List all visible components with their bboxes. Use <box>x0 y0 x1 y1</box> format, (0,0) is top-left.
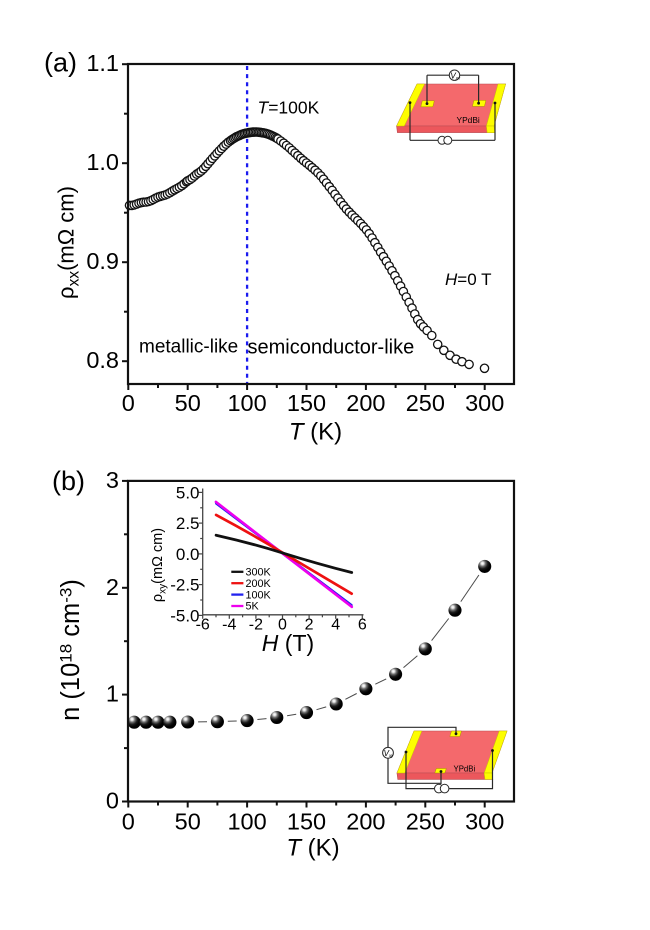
svg-text:1.0: 1.0 <box>86 149 119 175</box>
svg-text:250: 250 <box>406 390 445 416</box>
svg-text:300: 300 <box>465 808 504 834</box>
svg-text:metallic-like: metallic-like <box>139 337 238 358</box>
svg-text:50: 50 <box>175 808 201 834</box>
svg-text:6: 6 <box>358 617 367 634</box>
svg-text:0: 0 <box>278 617 287 634</box>
svg-text:-2.5: -2.5 <box>170 576 199 595</box>
svg-text:300: 300 <box>465 390 504 416</box>
svg-text:-6: -6 <box>196 617 210 634</box>
svg-text:3: 3 <box>106 467 119 493</box>
svg-text:150: 150 <box>287 808 326 834</box>
svg-text:300K: 300K <box>246 567 272 579</box>
svg-text:200K: 200K <box>246 578 272 590</box>
svg-text:H=0 T: H=0 T <box>445 270 491 289</box>
svg-text:100: 100 <box>227 808 266 834</box>
svg-text:semiconductor-like: semiconductor-like <box>248 337 415 359</box>
svg-text:0.8: 0.8 <box>86 347 119 373</box>
svg-text:2: 2 <box>305 617 314 634</box>
svg-text:0: 0 <box>122 808 135 834</box>
svg-text:150: 150 <box>287 390 326 416</box>
svg-text:2: 2 <box>106 574 119 600</box>
svg-text:-2: -2 <box>249 617 263 634</box>
svg-text:100: 100 <box>227 390 266 416</box>
svg-text:T=100K: T=100K <box>258 97 320 117</box>
svg-text:Vxy: Vxy <box>384 749 395 758</box>
svg-text:ρxy(mΩ cm): ρxy(mΩ cm) <box>150 528 169 602</box>
svg-text:YPdBi: YPdBi <box>457 115 480 125</box>
svg-text:T (K): T (K) <box>286 835 339 862</box>
svg-text:4: 4 <box>331 617 340 634</box>
svg-text:0: 0 <box>106 788 119 814</box>
svg-text:H (T): H (T) <box>262 630 314 656</box>
svg-text:(b): (b) <box>52 466 85 496</box>
svg-text:2.5: 2.5 <box>176 514 200 533</box>
svg-text:5.0: 5.0 <box>176 483 200 502</box>
svg-text:1: 1 <box>106 681 119 707</box>
svg-text:(a): (a) <box>44 48 77 78</box>
svg-text:50: 50 <box>175 390 201 416</box>
svg-text:0: 0 <box>122 390 135 416</box>
svg-text:0.9: 0.9 <box>86 248 119 274</box>
svg-text:-4: -4 <box>222 617 236 634</box>
svg-text:ρxx(mΩ cm): ρxx(mΩ cm) <box>54 186 83 299</box>
svg-text:n (1018 cm-3): n (1018 cm-3) <box>57 579 86 721</box>
svg-text:100K: 100K <box>246 589 272 601</box>
svg-text:5K: 5K <box>246 601 260 613</box>
svg-text:0.0: 0.0 <box>176 545 200 564</box>
svg-text:200: 200 <box>346 808 385 834</box>
svg-text:1.1: 1.1 <box>86 50 119 76</box>
svg-text:-5.0: -5.0 <box>170 606 199 625</box>
svg-text:250: 250 <box>406 808 445 834</box>
svg-text:200: 200 <box>346 390 385 416</box>
svg-text:Vxx: Vxx <box>450 71 461 80</box>
svg-text:T (K): T (K) <box>289 419 342 446</box>
svg-text:YPdBi: YPdBi <box>454 765 476 774</box>
